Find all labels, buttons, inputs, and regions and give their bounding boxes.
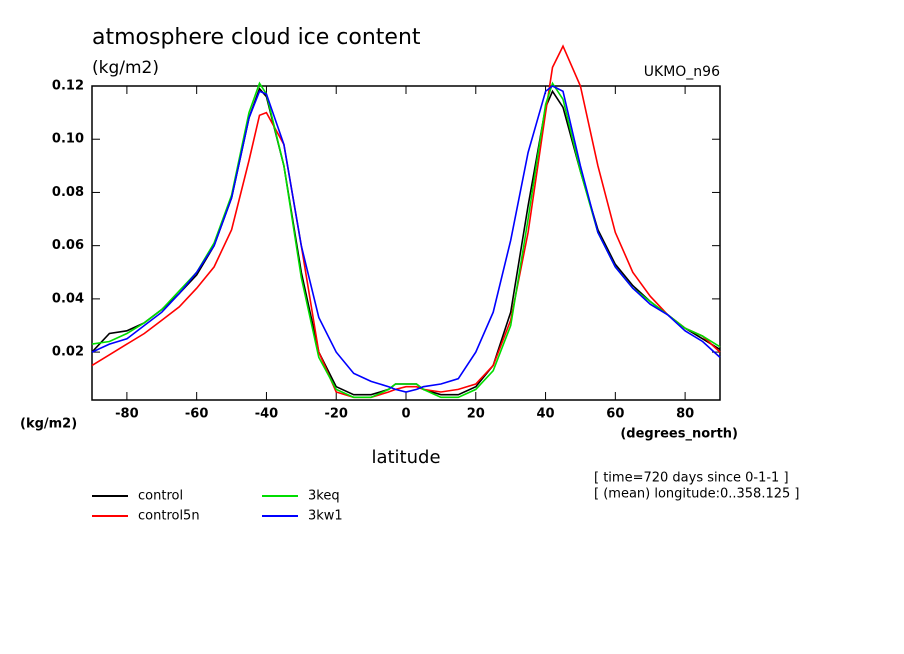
x-axis-label: latitude (371, 447, 440, 468)
series-line (91, 81, 721, 399)
x-tick-label: 40 (537, 407, 555, 422)
legend-label: control5n (138, 509, 200, 524)
y-tick-label: 0.04 (52, 291, 84, 306)
legend-label: control (138, 489, 183, 504)
legend-label: 3kw1 (308, 509, 343, 524)
annotation: [ time=720 days since 0-1-1 ] (594, 471, 789, 486)
y-tick-label: 0.02 (52, 345, 84, 360)
series-line (91, 44, 721, 399)
series-line (91, 87, 721, 396)
y-tick-label: 0.10 (52, 132, 84, 147)
x-tick-label: -20 (324, 407, 348, 422)
y-axis-label: (kg/m2) (20, 417, 77, 432)
annotation: [ (mean) longitude:0..358.125 ] (594, 487, 799, 502)
x-tick-label: -80 (115, 407, 139, 422)
chart-subtitle: (kg/m2) (92, 58, 159, 78)
y-tick-label: 0.08 (52, 185, 84, 200)
plot-frame (91, 85, 721, 401)
y-tick-label: 0.12 (52, 79, 84, 94)
y-tick-label: 0.06 (52, 238, 84, 253)
x-tick-label: -60 (185, 407, 209, 422)
x-tick-label: 0 (401, 407, 410, 422)
x-tick-label: 20 (467, 407, 485, 422)
series-line (91, 85, 721, 393)
x-tick-label: -40 (255, 407, 279, 422)
x-units: (degrees_north) (620, 427, 738, 442)
x-tick-label: 60 (606, 407, 624, 422)
source-label: UKMO_n96 (644, 64, 720, 80)
chart-title: atmosphere cloud ice content (92, 25, 421, 50)
x-tick-label: 80 (676, 407, 694, 422)
legend-label: 3keq (308, 489, 340, 504)
